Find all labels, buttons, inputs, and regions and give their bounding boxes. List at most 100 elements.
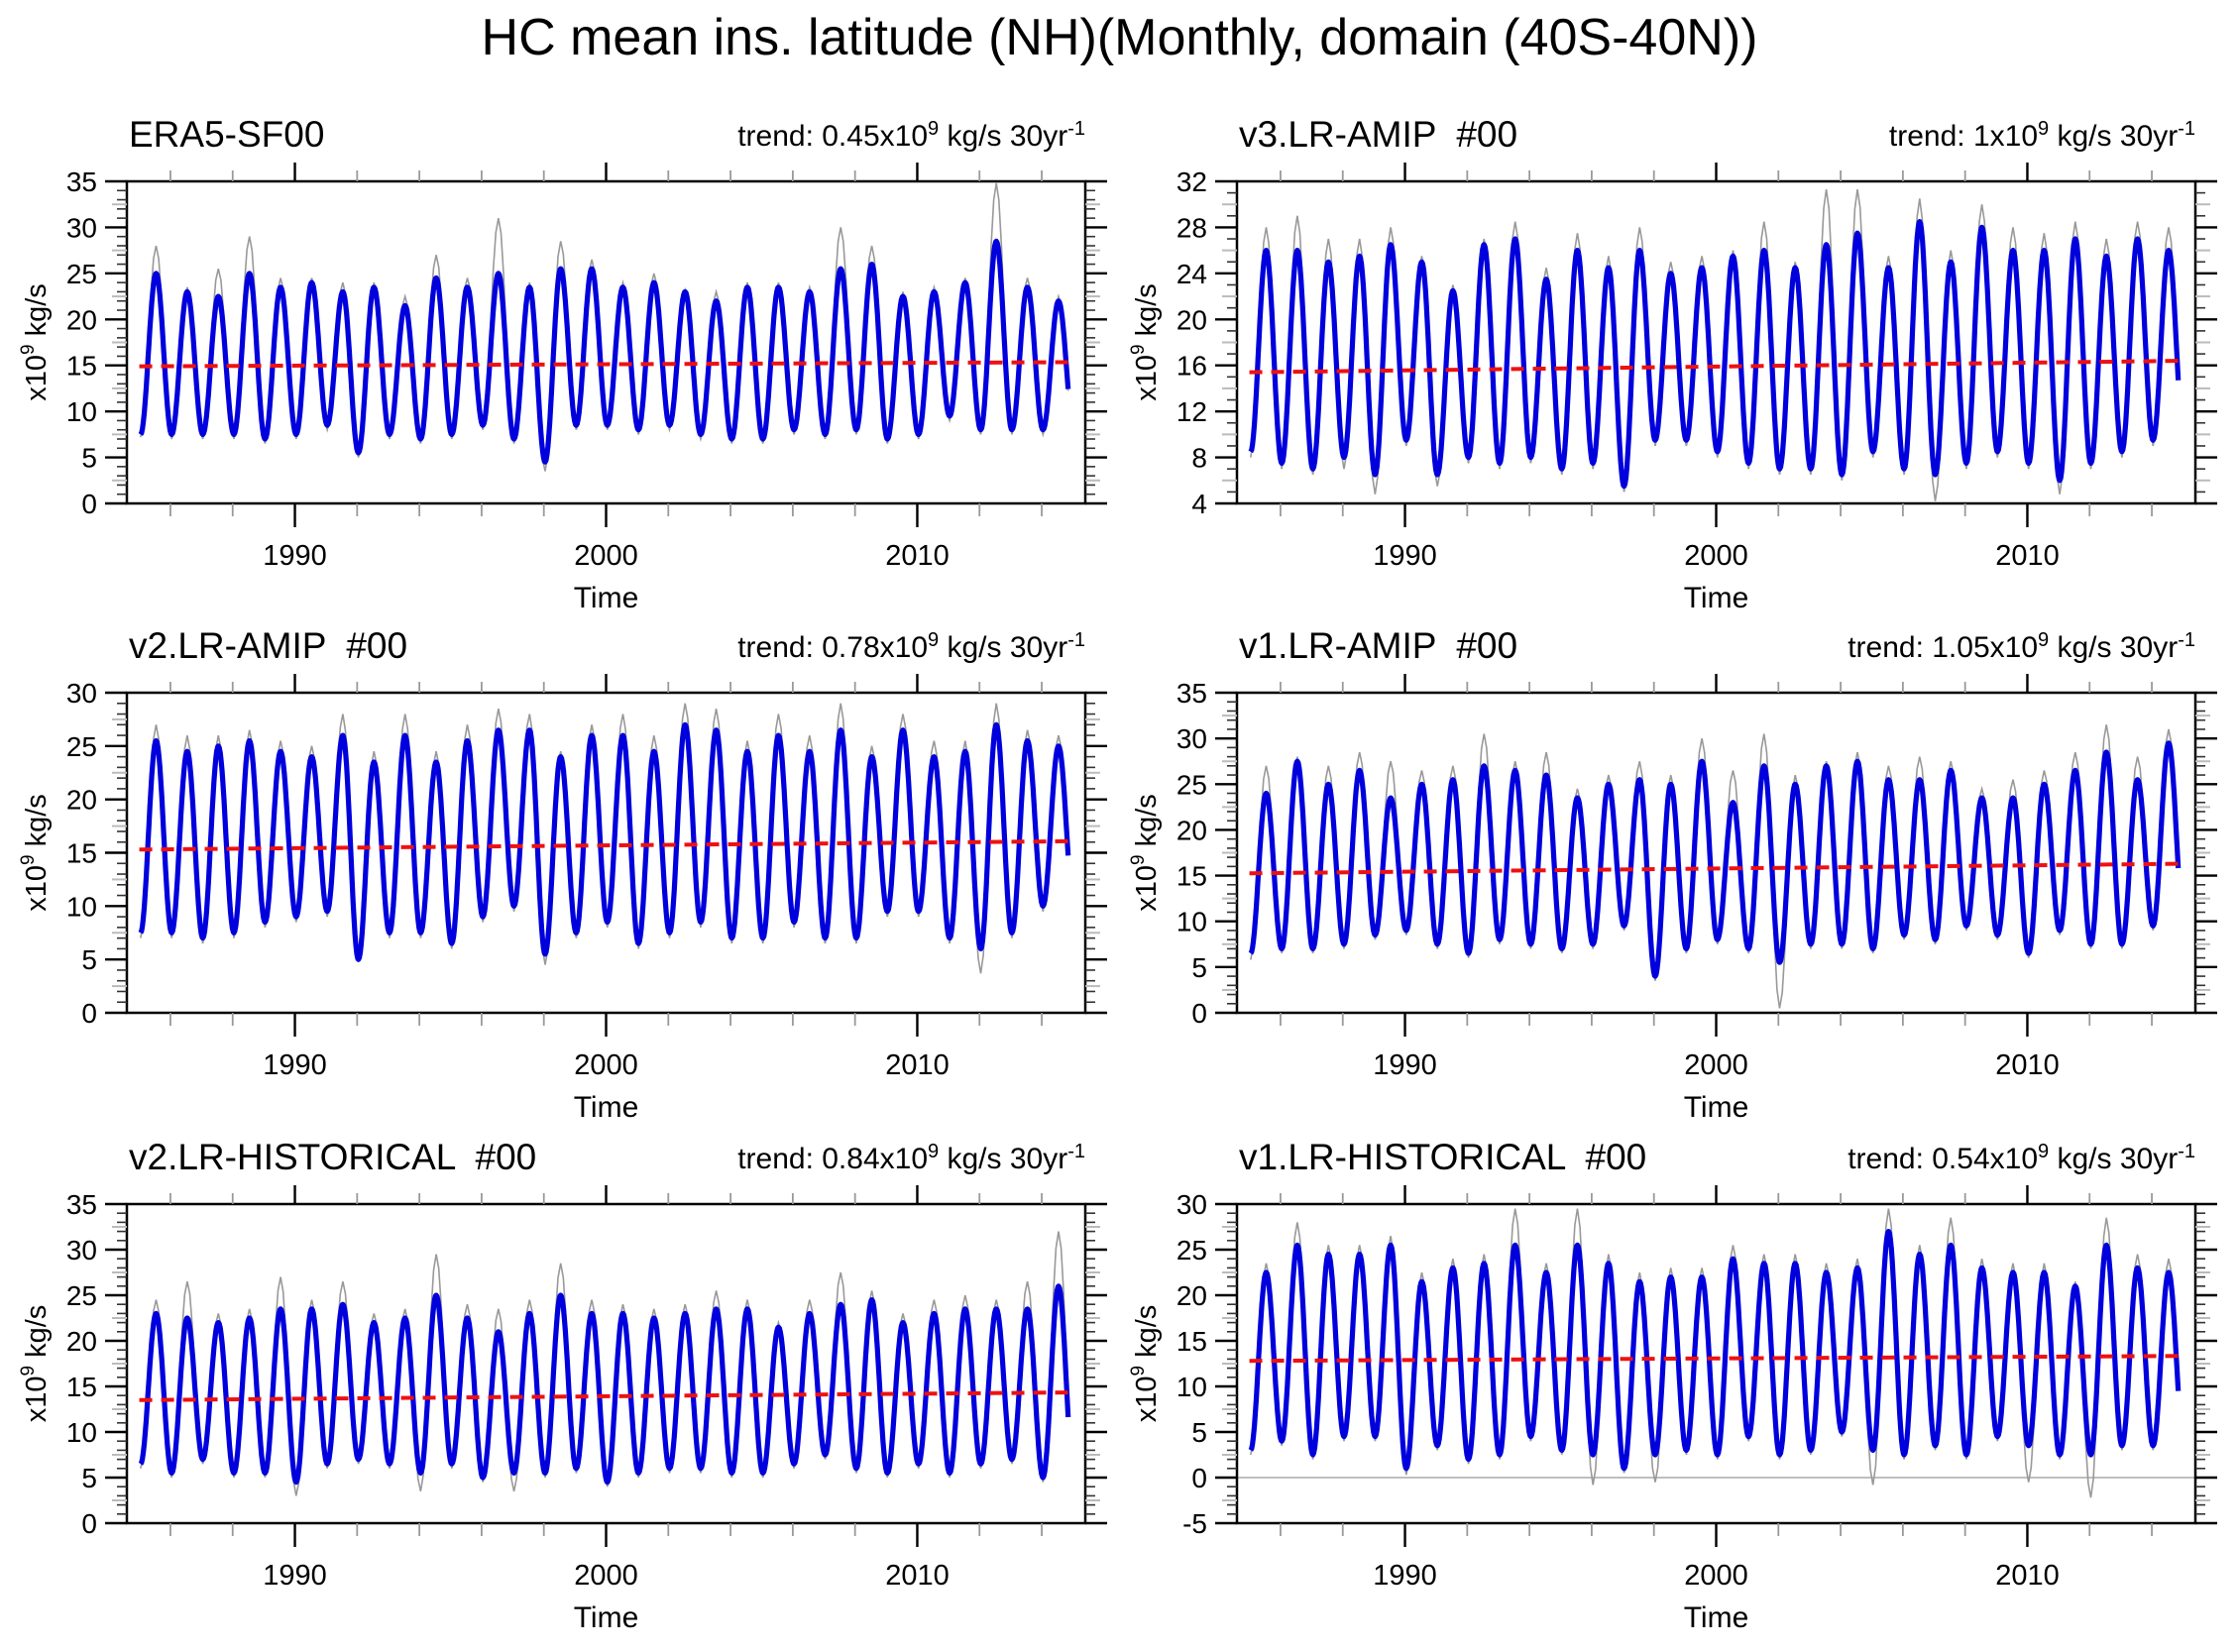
- y-tick-label: 0: [81, 489, 97, 519]
- trend-line: [1249, 861, 2183, 876]
- trend-line: [139, 360, 1073, 369]
- y-tick-label: 20: [1176, 304, 1207, 335]
- panel-title: v1.LR-HISTORICAL #00: [1239, 1137, 1647, 1177]
- y-axis-ticks: 0 5 10 15 20 25 30 35: [1176, 678, 2217, 1029]
- y-axis-label: x109 kg/s: [1128, 794, 1163, 912]
- y-tick-label: 16: [1176, 351, 1207, 382]
- x-axis-label: Time: [574, 1601, 639, 1634]
- y-axis-ticks: 0 5 10 15 20 25 30 35: [66, 1189, 1107, 1539]
- x-tick-label: 2000: [574, 1049, 638, 1081]
- y-tick-label: 30: [66, 678, 97, 709]
- panel-v1.LR-HISTORICAL: -5 0 5 10 15 20 25 30 1990 2000 2010 Time x109 kg/s: [1128, 1185, 2217, 1634]
- panel-v2.LR-HISTORICAL: 0 5 10 15 20 25 30 35 1990 2000 2010 Time x109 kg/s: [18, 1185, 1107, 1634]
- y-tick-label: 35: [66, 166, 97, 197]
- trend-line: [139, 838, 1073, 852]
- y-axis-ticks: 0 5 10 15 20 25 30 35: [66, 166, 1107, 519]
- y-axis-ticks: 4 8 12 16 20 24 28 32: [1176, 166, 2217, 519]
- x-tick-label: 2000: [574, 1560, 638, 1592]
- y-tick-label: 28: [1176, 212, 1207, 243]
- y-tick-label: 15: [66, 838, 97, 869]
- y-axis-label: x109 kg/s: [1128, 283, 1163, 401]
- x-axis-ticks: 1990 2000 2010: [1280, 163, 2153, 572]
- y-tick-label: 20: [66, 304, 97, 335]
- y-tick-label: 35: [1176, 678, 1207, 709]
- y-tick-label: 5: [81, 944, 97, 975]
- x-tick-label: 1990: [1373, 540, 1437, 572]
- x-axis-ticks: 1990 2000 2010: [169, 674, 1043, 1081]
- y-tick-label: 32: [1176, 166, 1207, 197]
- y-tick-label: 0: [81, 998, 97, 1029]
- x-axis-label: Time: [574, 582, 639, 614]
- y-axis-ticks: -5 0 5 10 15 20 25 30: [1176, 1189, 2217, 1539]
- y-tick-label: 35: [66, 1189, 97, 1220]
- panel-title: v2.LR-HISTORICAL #00: [129, 1137, 537, 1177]
- y-tick-label: 0: [1191, 998, 1207, 1029]
- panel-v2.LR-AMIP: 0 5 10 15 20 25 30 1990 2000 2010 Time x109 kg/s: [18, 674, 1107, 1124]
- smoothed-series-line: [1248, 740, 2182, 979]
- y-tick-label: 10: [66, 891, 97, 922]
- y-tick-label: 20: [1176, 815, 1207, 845]
- x-tick-label: 2000: [1684, 1049, 1748, 1081]
- x-tick-label: 1990: [1373, 1560, 1437, 1592]
- x-axis-ticks: 1990 2000 2010: [169, 1185, 1043, 1592]
- panel-title: v1.LR-AMIP #00: [1239, 625, 1518, 666]
- x-tick-label: 2010: [1995, 540, 2060, 572]
- y-tick-label: 0: [1191, 1463, 1207, 1493]
- x-tick-label: 2010: [885, 1560, 950, 1592]
- trend-line: [1249, 1354, 2183, 1364]
- x-tick-label: 1990: [263, 540, 327, 572]
- x-axis-label: Time: [1684, 1601, 1749, 1634]
- x-tick-label: 2000: [1684, 540, 1748, 572]
- panel-v1.LR-AMIP: 0 5 10 15 20 25 30 35 1990 2000 2010 Time x109 kg/s: [1128, 674, 2217, 1124]
- y-tick-label: 25: [66, 1280, 97, 1311]
- figure-title: HC mean ins. latitude (NH)(Monthly, doma…: [481, 9, 1758, 66]
- y-axis-label: x109 kg/s: [1128, 1305, 1163, 1423]
- y-tick-label: 12: [1176, 396, 1207, 427]
- y-axis-label: x109 kg/s: [18, 794, 53, 912]
- trend-annotation: trend: 1.05x109 kg/s 30yr-1: [1847, 629, 2195, 664]
- y-tick-label: 10: [66, 1417, 97, 1448]
- y-tick-label: 30: [66, 1235, 97, 1266]
- y-tick-label: 0: [81, 1508, 97, 1539]
- y-tick-label: 30: [1176, 723, 1207, 754]
- panel-title: ERA5-SF00: [129, 114, 325, 155]
- y-tick-label: 25: [1176, 769, 1207, 800]
- y-tick-label: 5: [1191, 1417, 1207, 1448]
- x-axis-label: Time: [1684, 582, 1749, 614]
- trend-annotation: trend: 0.45x109 kg/s 30yr-1: [737, 118, 1085, 153]
- trend-line: [139, 1390, 1073, 1402]
- smoothed-series-line: [138, 1283, 1071, 1486]
- x-axis-ticks: 1990 2000 2010: [169, 163, 1043, 572]
- y-axis-label: x109 kg/s: [18, 283, 53, 401]
- x-tick-label: 2010: [1995, 1049, 2060, 1081]
- y-axis-ticks: 0 5 10 15 20 25 30: [66, 678, 1107, 1029]
- y-tick-label: 15: [66, 351, 97, 382]
- x-tick-label: 1990: [1373, 1049, 1437, 1081]
- y-tick-label: 5: [1191, 952, 1207, 983]
- trend-annotation: trend: 0.84x109 kg/s 30yr-1: [737, 1141, 1085, 1175]
- x-axis-label: Time: [574, 1091, 639, 1124]
- smoothed-series-line: [138, 721, 1071, 962]
- smoothed-series-line: [1248, 1229, 2182, 1472]
- y-axis-label: x109 kg/s: [18, 1305, 53, 1423]
- y-tick-label: 15: [66, 1372, 97, 1402]
- y-tick-label: 20: [66, 1326, 97, 1357]
- y-tick-label: 30: [66, 212, 97, 243]
- panel-v3.LR-AMIP: 4 8 12 16 20 24 28 32 1990 2000 2010 Time x109 kg/s: [1128, 163, 2217, 614]
- y-tick-label: 25: [66, 259, 97, 289]
- y-tick-label: 30: [1176, 1189, 1207, 1220]
- y-tick-label: 25: [1176, 1235, 1207, 1266]
- y-tick-label: 15: [1176, 1326, 1207, 1357]
- smoothed-series-line: [1248, 219, 2182, 490]
- x-tick-label: 2000: [1684, 1560, 1748, 1592]
- x-tick-label: 2010: [1995, 1560, 2060, 1592]
- x-tick-label: 2010: [885, 1049, 950, 1081]
- trend-annotation: trend: 0.78x109 kg/s 30yr-1: [737, 629, 1085, 664]
- x-tick-label: 2000: [574, 540, 638, 572]
- y-tick-label: -5: [1182, 1508, 1207, 1539]
- y-tick-label: 25: [66, 731, 97, 762]
- x-tick-label: 1990: [263, 1560, 327, 1592]
- x-tick-label: 2010: [885, 540, 950, 572]
- panel-title: v2.LR-AMIP #00: [129, 625, 408, 666]
